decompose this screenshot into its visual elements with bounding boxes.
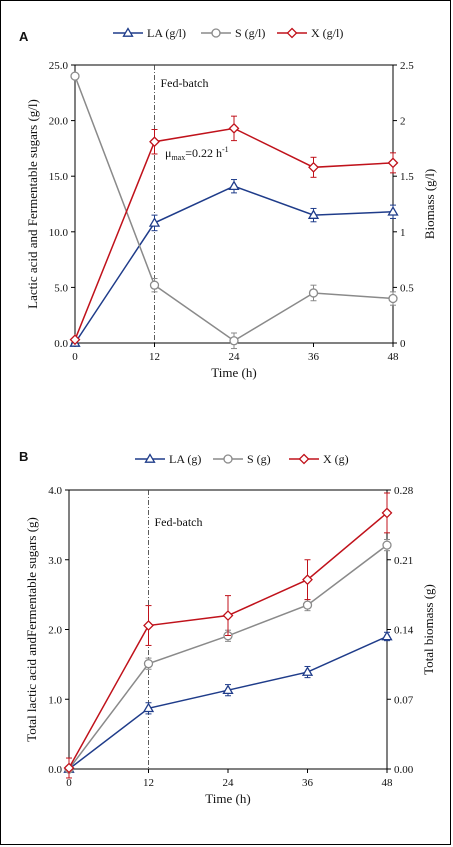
x-tick-label: 12 (149, 351, 160, 363)
legend-marker (298, 453, 310, 465)
data-point (142, 702, 155, 713)
data-point (228, 180, 240, 191)
y2-tick-label: 2.5 (400, 60, 414, 72)
mu-max-annotation: μmax=0.22 h-1 (165, 145, 229, 162)
y-tick-label: 20.0 (49, 116, 69, 128)
y2-tick-label: 1 (400, 227, 406, 239)
data-point (63, 762, 75, 774)
y2-tick-label: 0.5 (400, 282, 414, 294)
data-point (148, 217, 161, 227)
plot-frame (74, 64, 394, 344)
data-point (228, 122, 240, 134)
series-line (68, 635, 388, 770)
y-tick-label: 0.0 (48, 764, 62, 776)
y-tick-label: 2.0 (48, 625, 62, 637)
data-point (308, 288, 319, 298)
y-tick-label: 25.0 (49, 60, 69, 72)
x-tick-label: 48 (382, 777, 394, 789)
legend-label: X (g/l) (311, 26, 343, 40)
y-tick-label: 0.0 (54, 338, 68, 350)
x-tick-label: 48 (388, 351, 400, 363)
x-axis-title: Time (h) (211, 365, 256, 380)
y2-axis-title: Biomass (g/l) (422, 169, 437, 239)
data-point (222, 684, 234, 695)
y2-tick-label: 1.5 (400, 171, 414, 183)
data-point (149, 280, 160, 290)
panel-label: B (19, 449, 28, 464)
y-tick-label: 10.0 (49, 227, 69, 239)
x-tick-label: 0 (66, 777, 72, 789)
y2-tick-label: 2 (400, 116, 406, 128)
y2-tick-label: 0.07 (394, 694, 414, 706)
legend-label: X (g) (323, 452, 349, 466)
data-point (222, 610, 234, 621)
legend-label: S (g) (247, 452, 271, 466)
data-point (381, 630, 393, 641)
y2-tick-label: 0 (400, 338, 406, 350)
y-axis-title: Total lactic acid andFermentable sugars … (24, 517, 39, 742)
y-tick-label: 1.0 (48, 694, 62, 706)
y2-tick-label: 0.28 (394, 485, 414, 497)
legend-label: LA (g) (169, 452, 201, 466)
legend-label: S (g/l) (235, 26, 265, 40)
chart-panel-a: A 0 12 24 36 48 0.0 5.0 10.0 15.0 20.0 25.0 0 0.5 1 1.5… (19, 26, 437, 380)
data-point (382, 540, 392, 550)
y2-axis-title: Total biomass (g) (421, 584, 436, 675)
y-tick-label: 15.0 (49, 171, 69, 183)
data-point (149, 136, 160, 148)
data-point (307, 209, 320, 219)
y-tick-label: 5.0 (54, 282, 68, 294)
legend-label: LA (g/l) (147, 26, 186, 40)
chart-panel-b: B 0 12 24 36 48 0.0 1.0 2.0 3.0 4.0 0.00 0.07 0.14 0.2… (19, 449, 436, 806)
data-point (302, 574, 313, 586)
y-axis-title: Lactic acid and Fermentable sugars (g/l) (25, 99, 40, 309)
data-point (308, 161, 319, 173)
data-point (143, 620, 154, 631)
fed-batch-label: Fed-batch (155, 515, 203, 529)
legend-marker (144, 453, 156, 463)
fed-batch-label: Fed-batch (161, 76, 209, 90)
data-point (302, 600, 313, 610)
y2-tick-label: 0.14 (394, 625, 414, 637)
x-tick-label: 12 (143, 777, 154, 789)
data-point (388, 293, 398, 304)
data-point (143, 659, 154, 669)
data-point (381, 507, 393, 519)
data-point (387, 205, 399, 216)
x-tick-label: 0 (72, 351, 78, 363)
series-line (74, 185, 394, 344)
x-tick-label: 36 (302, 777, 314, 789)
x-axis-title: Time (h) (205, 791, 250, 806)
legend-marker (286, 27, 298, 39)
x-tick-label: 36 (308, 351, 320, 363)
data-point (70, 71, 80, 81)
data-point (301, 666, 314, 676)
legend-marker (122, 27, 134, 37)
panel-label: A (19, 29, 29, 44)
y-tick-label: 3.0 (48, 555, 62, 567)
legend-marker (211, 28, 221, 38)
data-point (387, 157, 399, 169)
y-tick-label: 4.0 (48, 485, 62, 497)
series-line (74, 127, 394, 340)
x-tick-label: 24 (229, 351, 241, 363)
y2-tick-label: 0.00 (394, 764, 414, 776)
x-tick-label: 24 (223, 777, 235, 789)
legend-marker (223, 454, 233, 464)
data-point (69, 334, 81, 346)
y2-tick-label: 0.21 (394, 555, 413, 567)
data-point (229, 336, 239, 346)
